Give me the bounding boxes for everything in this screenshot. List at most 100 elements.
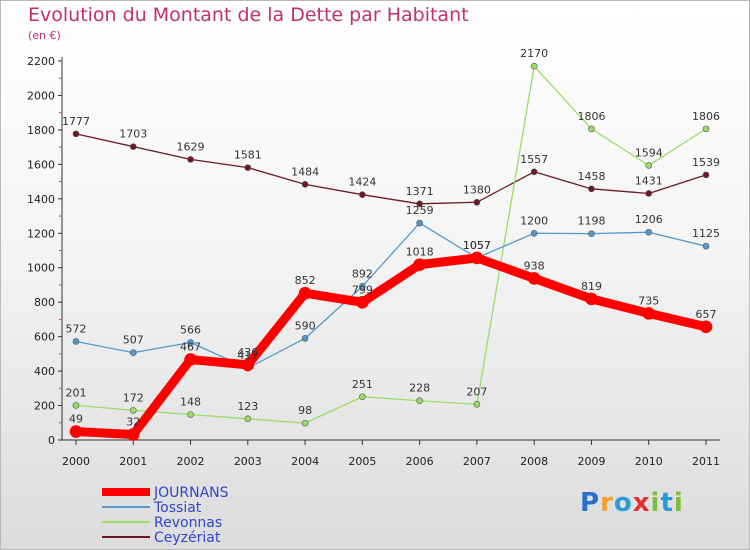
data-label: 1057 (463, 239, 491, 252)
data-label: 735 (638, 294, 659, 307)
data-point (187, 156, 194, 163)
data-label: 1629 (177, 140, 205, 153)
data-point (126, 428, 140, 441)
data-point (301, 335, 309, 342)
data-point (645, 162, 653, 169)
data-label: 819 (581, 280, 602, 293)
data-label: 590 (295, 319, 316, 332)
data-label: 566 (180, 323, 201, 336)
y-tick-label: 2200 (27, 55, 55, 68)
logo-letter: i (650, 488, 661, 518)
data-point (642, 307, 656, 320)
x-tick-label: 2002 (177, 455, 205, 468)
data-label: 1431 (635, 174, 663, 187)
legend-label-tossiat: Tossiat (153, 500, 202, 516)
chart-subtitle: (en €) (28, 29, 61, 42)
data-label: 1777 (62, 115, 90, 128)
data-label: 1200 (520, 214, 548, 227)
data-label: 436 (237, 346, 258, 359)
x-tick-label: 2004 (291, 455, 319, 468)
data-label: 1259 (406, 204, 434, 217)
data-label: 172 (123, 391, 144, 404)
data-label: 1424 (348, 176, 376, 189)
data-point (645, 190, 653, 197)
x-tick-label: 2000 (62, 455, 90, 468)
data-point (470, 251, 484, 265)
data-label: 799 (352, 283, 373, 296)
data-point (301, 181, 309, 188)
data-label: 98 (298, 404, 312, 417)
logo-letter: P (580, 488, 601, 518)
data-label: 938 (524, 259, 545, 272)
data-label: 657 (696, 308, 717, 321)
data-point (359, 283, 366, 290)
series-line-journans (71, 253, 711, 439)
data-point (530, 168, 538, 176)
y-tick-label: 1600 (27, 158, 55, 171)
y-tick-label: 600 (34, 331, 55, 344)
data-point (244, 164, 252, 171)
x-tick-label: 2006 (406, 455, 434, 468)
data-label: 1806 (692, 110, 720, 123)
data-point (473, 401, 481, 408)
data-point (301, 419, 309, 427)
data-label: 1018 (406, 246, 434, 259)
series-line-tossiat (75, 222, 707, 369)
data-point (530, 62, 538, 70)
data-point (588, 230, 595, 237)
data-point (413, 258, 426, 271)
data-label: 32 (126, 415, 140, 428)
data-label: 417 (237, 349, 258, 362)
data-label: 1703 (119, 128, 147, 141)
data-label: 123 (237, 400, 258, 413)
data-point (129, 143, 137, 150)
data-label: 1380 (463, 183, 491, 196)
data-point (473, 198, 481, 206)
legend-label-journans: JOURNANS (153, 485, 229, 501)
proxiti-logo: Proxiti (580, 488, 684, 518)
data-point (527, 272, 541, 285)
data-label: 1539 (692, 156, 720, 169)
data-label: 228 (409, 382, 430, 395)
y-tick-label: 200 (34, 400, 55, 413)
data-label: 1057 (463, 239, 491, 252)
logo-letter: i (673, 488, 684, 518)
data-label: 467 (180, 341, 201, 354)
data-point (416, 219, 423, 227)
data-point (129, 349, 137, 356)
data-point (129, 407, 137, 414)
y-tick-label: 1200 (27, 227, 55, 240)
data-point (359, 393, 366, 401)
y-tick-label: 2000 (27, 89, 55, 102)
data-label: 1581 (234, 149, 262, 162)
data-point (356, 296, 369, 309)
y-tick-label: 800 (34, 296, 55, 309)
x-tick-label: 2001 (119, 455, 147, 468)
legend-label-ceyzériat: Ceyzériat (154, 530, 221, 546)
x-tick-label: 2007 (463, 455, 491, 468)
data-label: 1557 (520, 153, 548, 166)
logo-letter: x (632, 488, 651, 518)
y-tick-label: 1400 (27, 193, 55, 206)
chart-title: Evolution du Montant de la Dette par Hab… (28, 4, 469, 26)
data-point (645, 228, 653, 236)
data-point (69, 425, 83, 438)
series-line-revonnas (75, 65, 707, 424)
data-point (72, 130, 80, 138)
data-label: 1125 (692, 227, 720, 240)
data-label: 49 (69, 413, 83, 426)
data-label: 852 (295, 274, 316, 287)
data-point (588, 125, 595, 133)
data-label: 1484 (291, 165, 319, 178)
data-label: 1198 (577, 215, 605, 228)
x-tick-label: 2010 (635, 455, 663, 468)
logo-letter: r (600, 488, 614, 518)
data-point (416, 397, 423, 405)
data-point (241, 358, 255, 372)
data-label: 507 (123, 334, 144, 347)
data-point (702, 242, 710, 250)
data-label: 201 (66, 386, 87, 399)
data-label: 1594 (635, 146, 663, 159)
data-label: 148 (180, 396, 201, 409)
data-label: 1371 (406, 185, 434, 198)
